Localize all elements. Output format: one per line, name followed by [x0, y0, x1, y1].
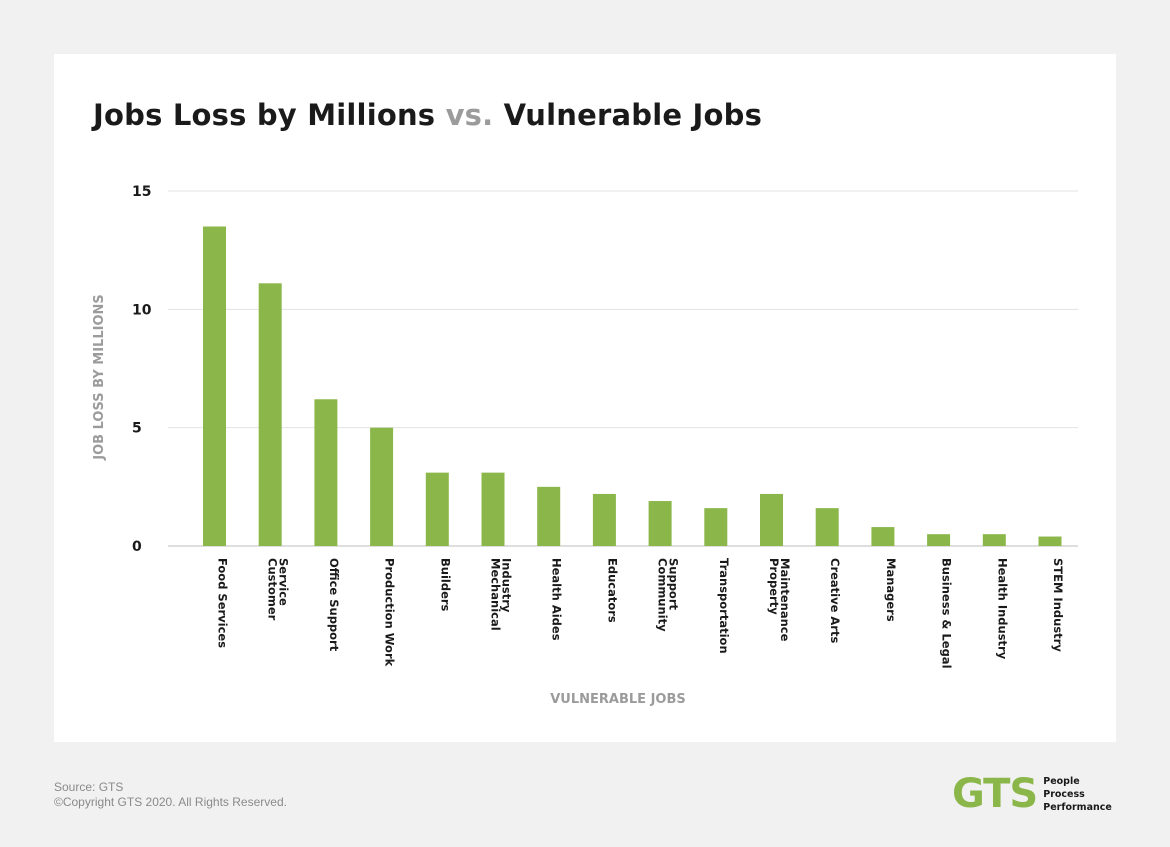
- x-tick-label: CommunitySupport: [656, 558, 681, 632]
- logo-tagline: People Process Performance: [1043, 775, 1112, 814]
- bar: [258, 283, 282, 546]
- bar: [815, 508, 839, 546]
- y-axis-title: JOB LOSS BY MILLIONS: [92, 294, 107, 460]
- chart-card: [54, 54, 1116, 742]
- bar: [537, 486, 561, 546]
- bar: [592, 493, 616, 546]
- x-tick-label: Managers: [884, 558, 898, 622]
- y-tick-label: 0: [132, 539, 142, 555]
- x-tick-label: Health Industry: [995, 558, 1009, 660]
- copyright-text: ©Copyright GTS 2020. All Rights Reserved…: [54, 795, 287, 809]
- bar: [481, 472, 505, 546]
- x-tick-label: Builders: [438, 558, 452, 612]
- bar: [648, 501, 672, 546]
- bar: [203, 226, 226, 546]
- title-end: Vulnerable Jobs: [503, 98, 763, 132]
- bar: [1038, 536, 1062, 546]
- y-tick-label: 5: [132, 421, 142, 437]
- title-vs: vs.: [445, 98, 494, 132]
- footer: Source: GTS ©Copyright GTS 2020. All Rig…: [54, 780, 287, 810]
- logo-tag-process: Process: [1043, 788, 1085, 800]
- bar: [927, 534, 951, 546]
- gts-logo: GTS People Process Performance: [952, 774, 1112, 814]
- logo-tag-people: People: [1043, 775, 1080, 787]
- logo-tag-performance: Performance: [1043, 801, 1112, 813]
- x-tick-label: Educators: [605, 558, 619, 623]
- bar: [704, 508, 728, 546]
- y-tick-label: 10: [132, 302, 152, 318]
- x-tick-label: Creative Arts: [828, 558, 842, 643]
- source-text: Source: GTS: [54, 780, 124, 794]
- bar: [370, 427, 394, 546]
- x-tick-label: Transportation: [717, 558, 731, 654]
- bar: [760, 493, 783, 546]
- x-tick-label: CustomerService: [266, 558, 291, 621]
- x-tick-label: PropertyMaintenance: [767, 558, 792, 642]
- x-tick-label: Business & Legal: [940, 558, 954, 669]
- bar: [314, 399, 338, 546]
- x-tick-label: Office Support: [327, 558, 341, 652]
- x-tick-label: MechanicalIndustry: [489, 558, 514, 631]
- chart-title: Jobs Loss by Millions vs. Vulnerable Job…: [93, 98, 762, 132]
- x-tick-label: Production Work: [383, 558, 397, 667]
- bar: [871, 527, 895, 546]
- y-tick-label: 15: [132, 184, 151, 200]
- logo-mark: GTS: [952, 771, 1038, 817]
- bar: [982, 534, 1006, 546]
- x-axis-title: VULNERABLE JOBS: [550, 692, 686, 707]
- x-tick-label: STEM Industry: [1051, 558, 1065, 652]
- x-tick-label: Health Aides: [550, 558, 564, 641]
- title-main: Jobs Loss by Millions: [93, 98, 436, 132]
- x-tick-label: Food Services: [216, 558, 230, 648]
- bar: [425, 472, 449, 546]
